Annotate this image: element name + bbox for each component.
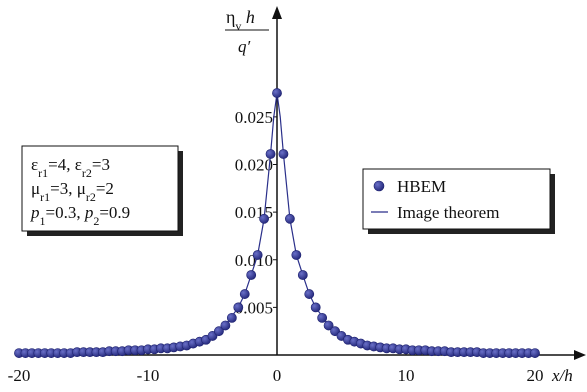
legend: HBEM Image theorem — [362, 168, 555, 234]
x-tick-label: 0 — [273, 366, 282, 385]
hbem-series — [14, 88, 540, 358]
parameters-line-1: εr1=4, εr2=3 — [31, 155, 110, 180]
x-ticks: -20 -10 0 10 20 — [8, 351, 544, 385]
x-tick-label: 20 — [527, 366, 544, 385]
legend-hbem-label: HBEM — [397, 177, 446, 196]
hbem-point — [291, 250, 302, 260]
legend-image-theorem-label: Image theorem — [397, 203, 499, 222]
y-axis-title: ηv h q′ — [225, 7, 269, 56]
hbem-point — [214, 326, 224, 337]
hbem-point — [317, 312, 328, 323]
x-tick-label: -10 — [137, 366, 160, 385]
y-tick-label: 0.005 — [235, 298, 273, 317]
y-axis-title-denominator: q′ — [238, 37, 251, 56]
y-tick-label: 0.010 — [235, 251, 273, 270]
parameter-segment: =3 — [92, 155, 110, 174]
parameter-segment: μ — [31, 179, 40, 198]
x-axis-arrow — [574, 350, 586, 360]
hbem-point — [220, 320, 231, 331]
hbem-point — [246, 270, 257, 280]
parameter-segment: =0.3, — [46, 203, 85, 222]
x-tick-label: 10 — [398, 366, 415, 385]
hbem-point — [284, 213, 295, 224]
hbem-point — [239, 289, 250, 299]
parameter-segment: r1 — [40, 190, 50, 204]
parameters-line-3: p1=0.3, p2=0.9 — [30, 203, 130, 228]
hbem-point — [530, 348, 540, 358]
parameters-box: εr1=4, εr2=3 μr1=3, μr2=2 p1=0.3, p2=0.9 — [21, 145, 183, 236]
parameter-segment: r2 — [82, 166, 92, 180]
parameter-segment: p — [84, 203, 94, 222]
y-tick-label: 0.020 — [235, 156, 273, 175]
hbem-point — [310, 302, 321, 313]
hbem-point — [278, 149, 289, 159]
parameter-segment: 2 — [93, 214, 99, 228]
hbem-point — [259, 213, 269, 224]
y-axis-arrow — [272, 6, 282, 19]
parameter-segment: =4, ε — [48, 155, 82, 174]
parameter-segment: =0.9 — [99, 203, 130, 222]
parameter-segment: p — [30, 203, 40, 222]
parameter-segment: r1 — [38, 166, 48, 180]
x-axis-title: x/h — [551, 366, 573, 385]
y-axis-title-numerator: ηv h — [226, 7, 255, 33]
hbem-point — [304, 289, 315, 299]
hbem-point — [226, 312, 237, 323]
y-tick-label: 0.025 — [235, 108, 273, 127]
parameter-segment: r2 — [86, 190, 96, 204]
x-tick-label: -20 — [8, 366, 31, 385]
hbem-point — [323, 320, 334, 331]
legend-hbem-marker — [373, 180, 385, 192]
hbem-point — [233, 302, 244, 313]
parameter-segment: =3, μ — [50, 179, 86, 198]
parameter-segment: ε — [31, 155, 38, 174]
hbem-point — [265, 149, 276, 159]
parameter-segment: 1 — [40, 214, 46, 228]
hbem-point — [297, 270, 308, 280]
hbem-point — [272, 88, 282, 98]
parameters-line-2: μr1=3, μr2=2 — [31, 179, 114, 204]
parameter-segment: =2 — [96, 179, 114, 198]
hbem-point — [252, 250, 263, 260]
